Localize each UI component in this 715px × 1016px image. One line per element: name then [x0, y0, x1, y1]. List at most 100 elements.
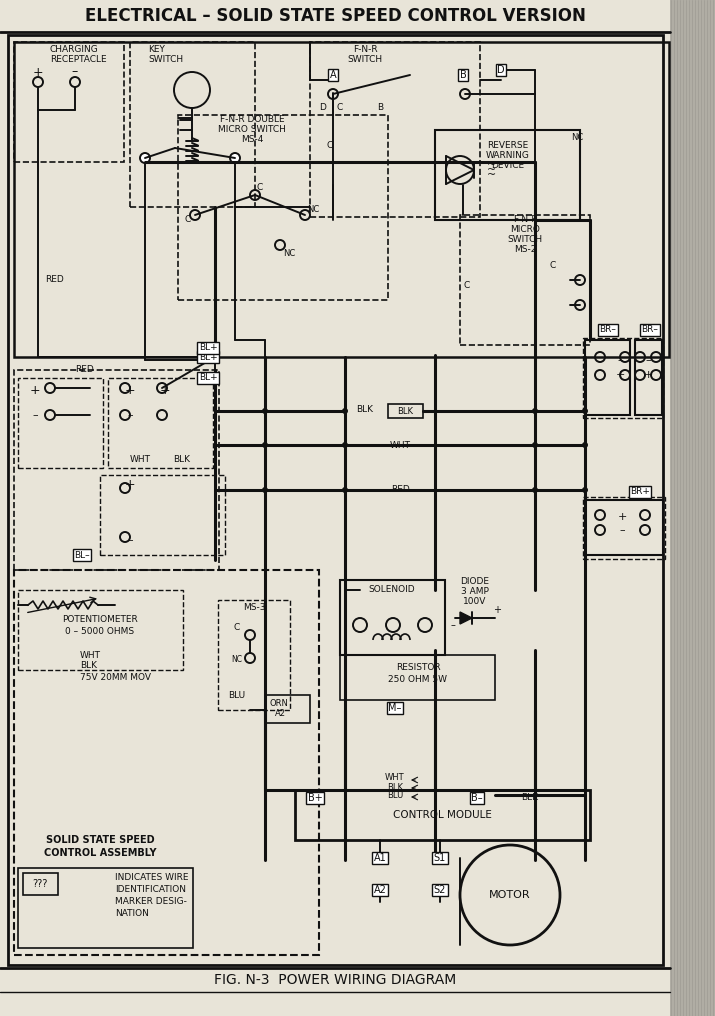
Text: MS-2: MS-2 — [514, 246, 536, 254]
Text: MICRO: MICRO — [510, 226, 540, 235]
Text: REVERSE: REVERSE — [488, 140, 528, 149]
Text: SOLID STATE SPEED: SOLID STATE SPEED — [46, 835, 154, 845]
Text: BLU: BLU — [228, 691, 245, 699]
Bar — [14, 42, 124, 162]
Circle shape — [230, 153, 240, 163]
Text: FIG. N-3  POWER WIRING DIAGRAM: FIG. N-3 POWER WIRING DIAGRAM — [214, 973, 456, 987]
Bar — [18, 590, 183, 670]
Bar — [388, 404, 423, 418]
Text: +: + — [33, 65, 44, 78]
Bar — [14, 370, 219, 570]
Text: BLU: BLU — [387, 791, 403, 801]
Text: +: + — [124, 383, 135, 396]
Text: KEY: KEY — [148, 46, 165, 55]
Bar — [583, 338, 663, 418]
Text: MICRO SWITCH: MICRO SWITCH — [218, 126, 286, 134]
Text: ~: ~ — [488, 165, 497, 175]
Text: MS-4: MS-4 — [241, 135, 263, 144]
Text: IDENTIFICATION: IDENTIFICATION — [115, 885, 186, 893]
Text: D: D — [320, 104, 327, 113]
Text: +: + — [616, 370, 625, 380]
Text: +: + — [617, 512, 626, 522]
Text: F-N-R: F-N-R — [513, 215, 537, 225]
Text: 75V 20MM MOV: 75V 20MM MOV — [80, 673, 151, 682]
Text: NC: NC — [283, 249, 295, 257]
Text: –: – — [72, 65, 78, 78]
Text: M–: M– — [388, 703, 402, 713]
Text: +: + — [30, 383, 40, 396]
Text: WHT: WHT — [390, 441, 410, 449]
Bar — [100, 475, 225, 555]
Circle shape — [532, 487, 538, 493]
Bar — [295, 790, 590, 840]
Circle shape — [262, 487, 268, 493]
Text: WHT: WHT — [80, 650, 101, 659]
Text: POTENTIOMETER: POTENTIOMETER — [62, 616, 138, 625]
Text: 0 – 5000 OHMS: 0 – 5000 OHMS — [66, 628, 134, 636]
Text: WARNING: WARNING — [486, 150, 530, 160]
Text: CONTROL ASSEMBLY: CONTROL ASSEMBLY — [44, 848, 157, 858]
Text: BR–: BR– — [600, 325, 616, 334]
Text: B–: B– — [471, 793, 483, 803]
Text: RECEPTACLE: RECEPTACLE — [50, 55, 107, 63]
Text: +: + — [644, 370, 653, 380]
Text: ???: ??? — [32, 879, 48, 889]
Text: ~: ~ — [488, 170, 497, 180]
Text: C: C — [257, 184, 263, 192]
Circle shape — [582, 487, 588, 493]
Bar — [14, 570, 319, 955]
Text: RED: RED — [76, 366, 94, 375]
Text: –: – — [450, 620, 455, 630]
Text: B: B — [460, 70, 466, 80]
Circle shape — [262, 442, 268, 448]
Polygon shape — [460, 612, 472, 624]
Text: C: C — [464, 280, 470, 290]
Bar — [460, 215, 590, 345]
Text: WHT: WHT — [129, 455, 150, 464]
Text: SWITCH: SWITCH — [508, 236, 543, 245]
Circle shape — [140, 153, 150, 163]
Text: –: – — [645, 355, 651, 365]
Text: –: – — [32, 410, 38, 420]
Text: MS-3: MS-3 — [243, 604, 265, 613]
Bar — [178, 115, 388, 300]
Text: BLK: BLK — [80, 660, 97, 670]
Text: S2: S2 — [434, 885, 446, 895]
Text: A2: A2 — [373, 885, 386, 895]
Text: +: + — [124, 479, 135, 492]
Bar — [0, 0, 670, 31]
Circle shape — [532, 408, 538, 414]
Text: –: – — [619, 525, 625, 535]
Text: SOLENOID: SOLENOID — [369, 585, 415, 594]
Circle shape — [532, 442, 538, 448]
Text: F-N-R: F-N-R — [352, 46, 378, 55]
Bar — [583, 497, 665, 559]
Text: ELECTRICAL – SOLID STATE SPEED CONTROL VERSION: ELECTRICAL – SOLID STATE SPEED CONTROL V… — [84, 7, 586, 25]
Text: BR–: BR– — [641, 325, 659, 334]
Text: C: C — [550, 260, 556, 269]
Text: BLK: BLK — [174, 455, 190, 464]
Text: C: C — [185, 215, 191, 225]
Bar — [585, 340, 630, 415]
Text: DIODE: DIODE — [460, 577, 490, 586]
Text: DEVICE: DEVICE — [491, 161, 525, 170]
Text: C: C — [234, 623, 240, 632]
Text: CHARGING: CHARGING — [50, 46, 99, 55]
Text: MARKER DESIG-: MARKER DESIG- — [115, 896, 187, 905]
Text: –: – — [617, 355, 623, 365]
Circle shape — [262, 408, 268, 414]
Text: NC: NC — [307, 205, 319, 214]
Text: C: C — [327, 140, 333, 149]
Bar — [18, 868, 193, 948]
Bar — [108, 378, 213, 468]
Text: BL–: BL– — [74, 551, 90, 560]
Text: NATION: NATION — [115, 908, 149, 917]
Text: BLK: BLK — [521, 793, 538, 803]
Bar — [635, 340, 662, 415]
Bar — [265, 695, 310, 723]
Text: NC: NC — [232, 655, 242, 664]
Text: RED: RED — [390, 486, 410, 495]
Text: C: C — [337, 104, 343, 113]
Text: SWITCH: SWITCH — [148, 55, 183, 63]
Text: A2: A2 — [275, 709, 285, 718]
